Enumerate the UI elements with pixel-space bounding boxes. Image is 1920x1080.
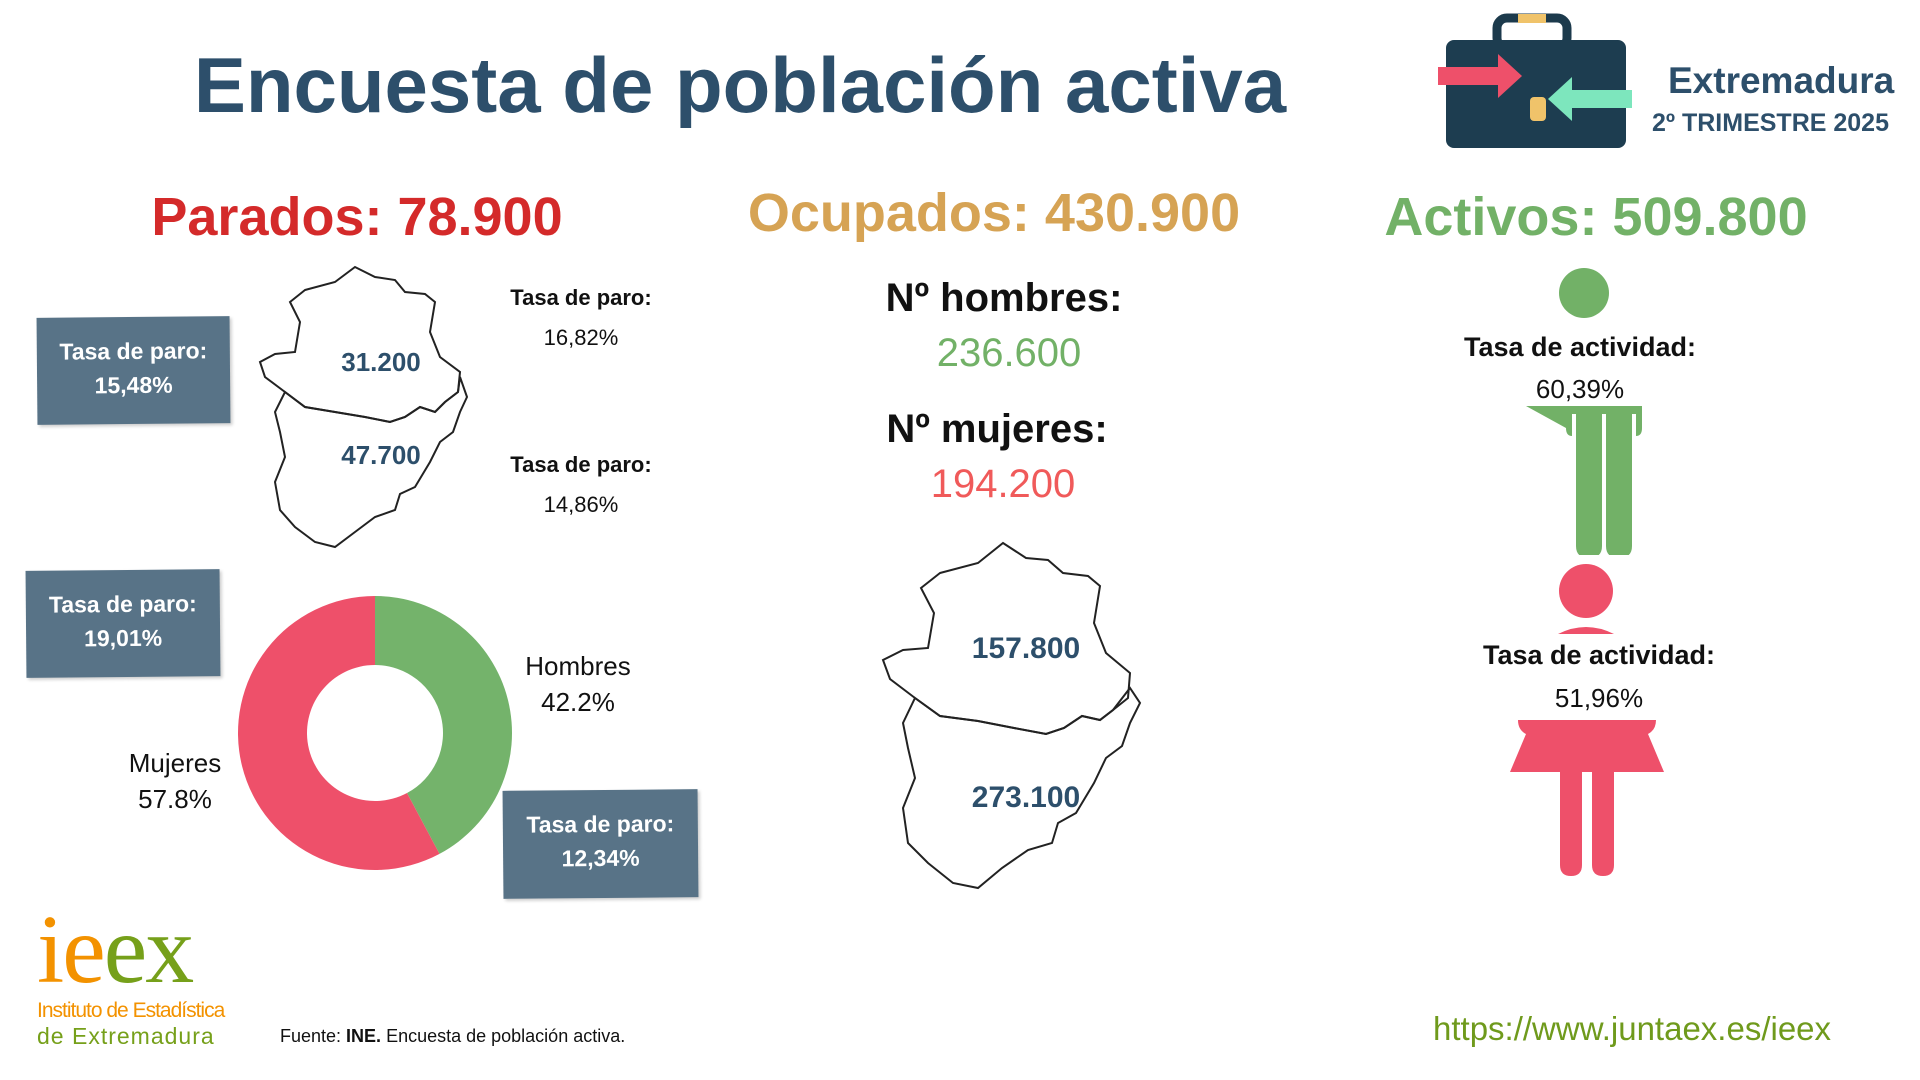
mujeres-count: 194.200	[930, 462, 1076, 506]
hombres-pct: 42.2%	[541, 687, 615, 717]
female-figure-icon	[1510, 564, 1664, 876]
caceres-parados: 31.200	[341, 347, 421, 377]
box-rate: 19,01%	[83, 624, 163, 652]
male-activity-label: Tasa de actividad:	[1463, 332, 1697, 362]
male-activity-rate: 60,39%	[1535, 374, 1625, 404]
badajoz-rate: 14,86%	[543, 492, 619, 517]
box-label: Tasa de paro:	[48, 590, 197, 618]
activos-title: Activos: 509.800	[1384, 187, 1808, 247]
region-name: Extremadura	[1668, 60, 1895, 101]
page-title: Encuesta de población activa	[193, 41, 1287, 129]
female-activity-rate: 51,96%	[1554, 683, 1644, 713]
box-label: Tasa de paro:	[59, 337, 208, 365]
source-prefix: Fuente:	[280, 1026, 347, 1046]
source-bold: INE.	[346, 1026, 382, 1046]
ieex-logo: ieex Instituto de Estadística de Extrema…	[37, 896, 225, 1049]
caceres-ocupados: 157.800	[971, 632, 1081, 665]
badajoz-ocupados: 273.100	[971, 781, 1081, 814]
caceres-rate: 16,82%	[543, 325, 619, 350]
total-rate-box: Tasa de paro: 15,48%	[36, 316, 231, 425]
caceres-rate-label: Tasa de paro:	[510, 285, 652, 310]
hombres-label: Hombres	[525, 651, 631, 681]
mujeres-count-label: Nº mujeres:	[886, 407, 1108, 451]
source-note: Fuente: INE. Encuesta de población activ…	[280, 1026, 625, 1047]
female-activity-label: Tasa de actividad:	[1482, 640, 1716, 670]
mujeres-pct: 57.8%	[138, 784, 212, 814]
box-rate: 15,48%	[94, 371, 173, 399]
source-rest: Encuesta de población activa.	[381, 1026, 626, 1046]
box-rate: 12,34%	[561, 844, 640, 872]
donut-slice-hombres	[375, 596, 512, 854]
logo-line2: de Extremadura	[37, 1023, 215, 1049]
box-label: Tasa de paro:	[526, 810, 675, 838]
logo-line1: Instituto de Estadística	[37, 999, 225, 1022]
badajoz-rate-label: Tasa de paro:	[510, 452, 652, 477]
ocupados-title: Ocupados: 430.900	[747, 183, 1241, 243]
hombres-rate-box: Tasa de paro: 12,34%	[502, 789, 699, 899]
gender-donut-chart	[238, 596, 512, 870]
mujeres-rate-box: Tasa de paro: 19,01%	[25, 569, 221, 678]
hombres-count-label: Nº hombres:	[885, 276, 1123, 320]
briefcase-icon	[1438, 13, 1632, 148]
mujeres-label: Mujeres	[128, 748, 222, 778]
parados-map	[258, 265, 469, 549]
website-link[interactable]: https://www.juntaex.es/ieex	[1433, 1010, 1832, 1047]
hombres-count: 236.600	[936, 331, 1082, 375]
donut-slice-mujeres	[238, 596, 440, 870]
period-label: 2º TRIMESTRE 2025	[1652, 109, 1889, 137]
ocupados-map	[881, 541, 1142, 890]
badajoz-parados: 47.700	[341, 440, 421, 470]
male-figure-icon	[1526, 268, 1642, 555]
parados-title: Parados: 78.900	[151, 187, 563, 247]
